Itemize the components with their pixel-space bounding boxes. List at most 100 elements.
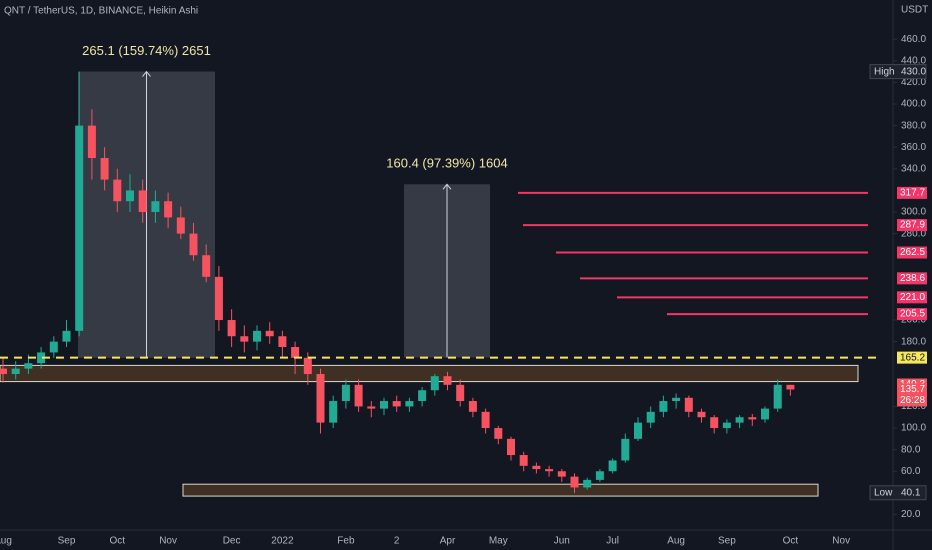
candle-body: [786, 384, 795, 390]
candle-body: [583, 479, 592, 488]
x-tick-label: Oct: [110, 536, 126, 547]
y-tick-label: 80.0: [901, 444, 921, 455]
candle-body: [214, 276, 223, 321]
extreme-tag: [869, 64, 927, 80]
candle-body: [227, 320, 236, 337]
candle-body: [278, 336, 287, 348]
y-tick-label: 460.0: [901, 34, 926, 45]
countdown-tag: [897, 395, 927, 407]
x-tick-label: May: [489, 536, 508, 547]
candle-body: [265, 330, 274, 337]
candle-body: [380, 401, 388, 409]
candle-body: [405, 401, 414, 407]
candle-body: [291, 347, 300, 358]
candle-body: [710, 417, 719, 429]
level-label: 238.6: [900, 273, 925, 284]
candle-body: [634, 422, 642, 439]
y-tick-label: 380.0: [901, 120, 926, 131]
candle-body: [532, 465, 541, 470]
level-tag: [897, 291, 927, 304]
level-tag: [897, 219, 927, 232]
zone: [182, 483, 819, 497]
y-tick-label: 420.0: [901, 77, 926, 88]
candle-body: [341, 384, 350, 402]
candle-body: [189, 233, 198, 256]
support-label: 165.2: [900, 352, 925, 363]
y-tick-label: 60.0: [901, 466, 921, 477]
candle-body: [253, 330, 261, 342]
candle-body: [443, 376, 452, 385]
y-tick-label: 280.0: [901, 228, 926, 239]
candle-body: [151, 201, 160, 213]
x-tick-label: Aug: [0, 536, 12, 547]
x-tick-label: Nov: [159, 536, 177, 547]
y-tick-label: 180.0: [901, 336, 926, 347]
candle-body: [545, 469, 554, 472]
candle-body: [0, 368, 7, 375]
level-label: 317.7: [900, 188, 925, 199]
candle-body: [303, 357, 312, 375]
candle-body: [392, 401, 401, 407]
candle-body: [100, 158, 109, 180]
level-label: 287.9: [900, 220, 925, 231]
candle-body: [316, 374, 325, 423]
candle-body: [418, 390, 427, 402]
y-tick-label: 340.0: [901, 163, 926, 174]
support-tag: [897, 351, 927, 364]
candle-body: [126, 190, 134, 202]
candle-body: [748, 417, 757, 420]
x-tick-label: Nov: [832, 536, 850, 547]
candle-body: [354, 384, 363, 407]
chart-title: QNT / TetherUS, 1D, BINANCE, Heikin Ashi: [4, 6, 198, 17]
x-tick-label: 2: [394, 536, 400, 547]
candle-body: [468, 401, 477, 412]
y-tick-label: 120.0: [901, 401, 926, 412]
candle-body: [164, 201, 173, 218]
zone: [0, 364, 859, 383]
countdown: 26:28: [900, 395, 925, 406]
candle-body: [430, 376, 439, 391]
candle-body: [62, 330, 71, 342]
candle-body: [697, 411, 706, 418]
level-label: 221.0: [900, 292, 925, 303]
price-tag: [897, 383, 927, 396]
x-tick-label: Aug: [667, 536, 685, 547]
extreme-value: 430.0: [901, 66, 926, 77]
y-tick-label: 20.0: [901, 509, 921, 520]
y-tick-label: 360.0: [901, 142, 926, 153]
candle-body: [113, 179, 122, 202]
candle-body: [761, 408, 769, 420]
x-tick-label: Apr: [440, 536, 456, 547]
candle-body: [519, 455, 528, 466]
candle-body: [37, 352, 46, 364]
level-label: 262.5: [900, 247, 925, 258]
candle-body: [481, 411, 490, 429]
candle-body: [684, 397, 693, 412]
x-tick-label: Sep: [718, 536, 736, 547]
measure-arrow-head: [442, 183, 452, 190]
candle-body: [87, 125, 96, 159]
candle-body: [659, 401, 668, 412]
x-tick-label: Jun: [554, 536, 570, 547]
extreme-name: Low: [874, 487, 893, 498]
y-tick-label: 200.0: [901, 315, 926, 326]
candle-body: [507, 438, 515, 456]
candle-body: [595, 471, 604, 480]
measure-label: 265.1 (159.74%) 2651: [82, 43, 211, 58]
candle-body: [49, 341, 58, 353]
y-tick-label: 440.0: [901, 55, 926, 66]
extreme-tag: [869, 485, 927, 501]
y-tick-label: 400.0: [901, 99, 926, 110]
level-tag: [897, 308, 927, 321]
measure-label: 160.4 (97.39%) 1604: [386, 156, 507, 171]
level-tag: [897, 186, 927, 199]
candle-body: [240, 336, 249, 342]
candle-body: [456, 384, 465, 402]
x-tick-label: Oct: [783, 536, 799, 547]
x-tick-label: Jul: [606, 536, 619, 547]
candle-body: [176, 217, 185, 234]
y-tick-label: 100.0: [901, 423, 926, 434]
candle-body: [646, 411, 655, 423]
